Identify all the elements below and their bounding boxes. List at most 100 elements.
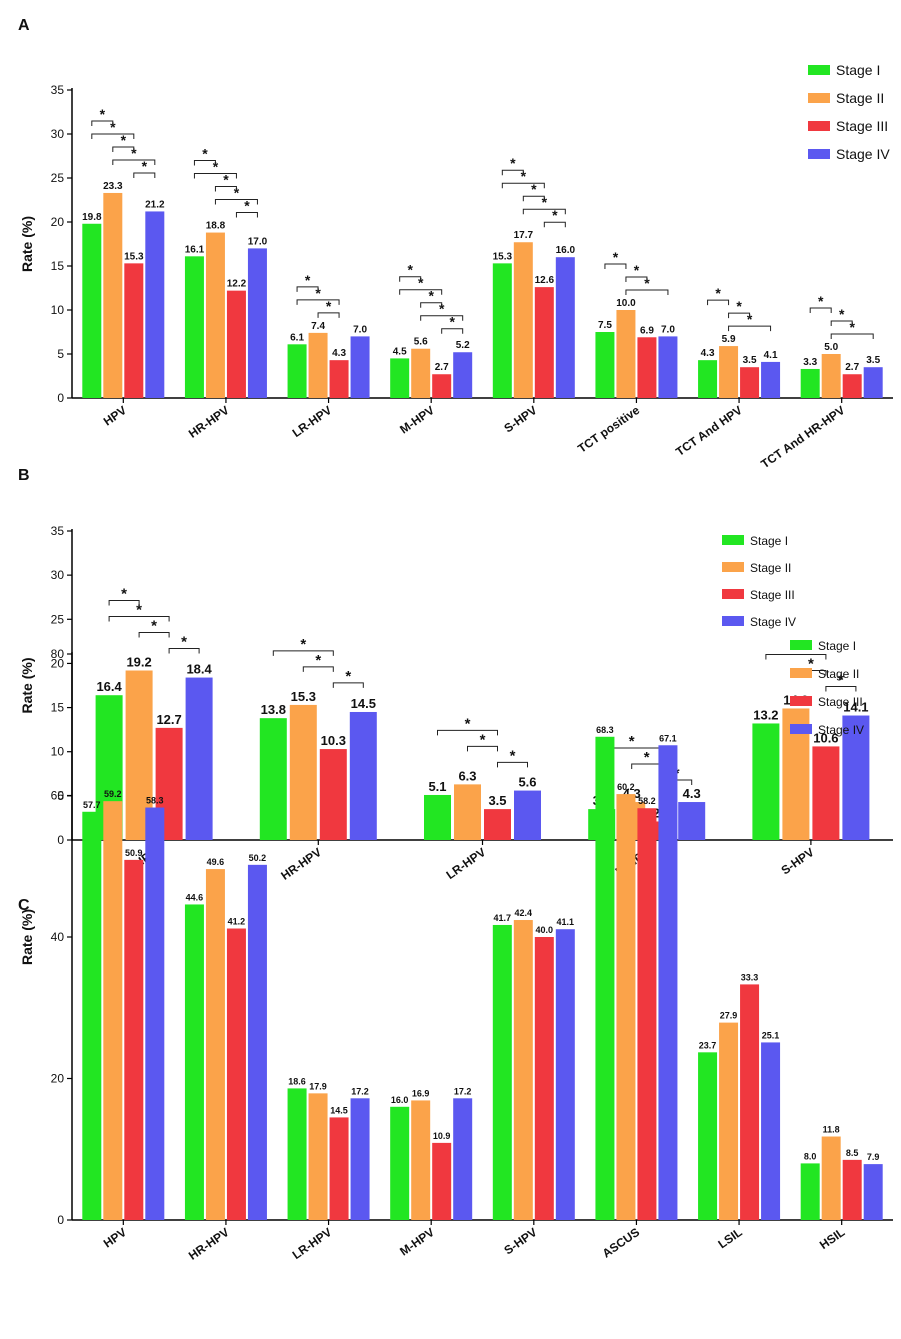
significance-bracket — [809, 307, 832, 313]
data-label: 19.2 — [126, 654, 151, 669]
significance-bracket — [108, 615, 170, 622]
data-label: 4.3 — [683, 786, 701, 801]
significance-bracket — [399, 276, 422, 282]
x-tick-label: M-HPV — [397, 403, 437, 437]
bar-stage-iv — [145, 807, 165, 1220]
data-label: 41.7 — [494, 913, 512, 923]
x-tick-label: S-HPV — [501, 403, 539, 436]
significance-bracket — [501, 169, 524, 176]
data-label: 14.5 — [330, 1105, 348, 1115]
legend-swatch — [790, 640, 812, 650]
x-tick-label: HSIL — [817, 1225, 847, 1252]
bar-stage-iv — [247, 864, 267, 1220]
significance-bracket — [296, 286, 319, 292]
significance-bracket — [497, 761, 528, 768]
y-tick-label: 30 — [51, 127, 65, 141]
bar-stage-iv — [678, 802, 706, 840]
data-label: 60.2 — [617, 782, 635, 792]
significance-star: * — [234, 185, 240, 201]
significance-bracket — [193, 173, 237, 179]
bar-stage-i — [492, 924, 512, 1220]
bar-stage-iv — [658, 745, 678, 1220]
data-label: 5.6 — [414, 337, 428, 348]
data-label: 16.1 — [185, 244, 205, 255]
bar-stage-iii — [432, 374, 452, 398]
legend-swatch — [722, 589, 744, 599]
legend-label: Stage III — [836, 118, 888, 134]
significance-bracket — [91, 133, 135, 139]
bar-stage-iv — [658, 336, 678, 398]
data-label: 6.3 — [458, 768, 476, 783]
significance-star: * — [449, 314, 455, 330]
significance-star: * — [100, 106, 106, 122]
significance-bracket — [235, 212, 258, 218]
significance-star: * — [428, 288, 434, 304]
y-tick-label: 35 — [51, 83, 65, 97]
significance-star: * — [838, 671, 844, 688]
bar-stage-ii — [616, 794, 636, 1220]
bar-stage-iii — [329, 360, 349, 398]
data-label: 15.3 — [291, 689, 316, 704]
significance-bracket — [625, 276, 648, 282]
data-label: 4.5 — [393, 346, 407, 357]
bar-stage-i — [184, 256, 204, 398]
legend-label: Stage III — [818, 695, 863, 709]
data-label: 13.8 — [261, 702, 286, 717]
data-label: 21.2 — [145, 199, 165, 210]
data-label: 15.3 — [493, 251, 513, 262]
data-label: 17.9 — [309, 1081, 327, 1091]
significance-star: * — [315, 285, 321, 301]
data-label: 3.3 — [803, 357, 817, 368]
significance-star: * — [629, 733, 635, 750]
legend-swatch — [722, 535, 744, 545]
bar-stage-i — [595, 736, 615, 1220]
data-label: 3.5 — [743, 355, 757, 366]
bar-stage-i — [184, 904, 204, 1220]
data-label: 33.3 — [741, 972, 759, 982]
significance-bracket — [830, 333, 874, 339]
significance-bracket — [420, 302, 443, 308]
significance-star: * — [808, 655, 814, 672]
bar-stage-i — [800, 368, 820, 398]
bar-stage-ii — [205, 869, 225, 1220]
significance-bracket — [302, 666, 334, 672]
significance-bracket — [332, 682, 364, 688]
bar-stage-i — [82, 223, 102, 398]
x-tick-label: LR-HPV — [290, 403, 335, 440]
bar-stage-i — [287, 1088, 307, 1220]
bar-stage-ii — [454, 784, 481, 840]
legend-swatch — [808, 121, 830, 131]
significance-star: * — [634, 262, 640, 278]
significance-bracket — [728, 312, 751, 319]
significance-star: * — [552, 207, 558, 223]
data-label: 14.1 — [843, 700, 868, 715]
bar-stage-iii — [740, 984, 760, 1220]
data-label: 12.6 — [535, 275, 555, 286]
significance-star: * — [213, 159, 219, 175]
data-label: 14.5 — [351, 696, 376, 711]
y-tick-label: 60 — [51, 789, 65, 803]
data-label: 10.3 — [321, 733, 346, 748]
x-tick-label: HPV — [101, 1225, 129, 1251]
significance-star: * — [521, 168, 527, 184]
bar-stage-iii — [842, 1159, 862, 1220]
data-label: 2.7 — [435, 362, 449, 373]
data-label: 19.8 — [82, 212, 102, 223]
bar-stage-iv — [863, 1164, 883, 1220]
bar-stage-i — [492, 263, 512, 398]
y-tick-label: 20 — [51, 1072, 65, 1086]
bar-stage-ii — [308, 332, 328, 398]
x-tick-label: TCT And HR-HPV — [758, 403, 847, 471]
significance-star: * — [407, 262, 413, 278]
data-label: 6.1 — [290, 332, 304, 343]
significance-bracket — [543, 221, 566, 228]
data-label: 18.4 — [186, 662, 212, 677]
y-tick-label: 25 — [51, 171, 65, 185]
bar-stage-ii — [719, 346, 739, 398]
data-label: 27.9 — [720, 1011, 738, 1021]
bar-stage-iii — [124, 859, 144, 1220]
y-tick-label: 10 — [51, 303, 65, 317]
significance-star: * — [244, 198, 250, 214]
significance-star: * — [542, 194, 548, 210]
